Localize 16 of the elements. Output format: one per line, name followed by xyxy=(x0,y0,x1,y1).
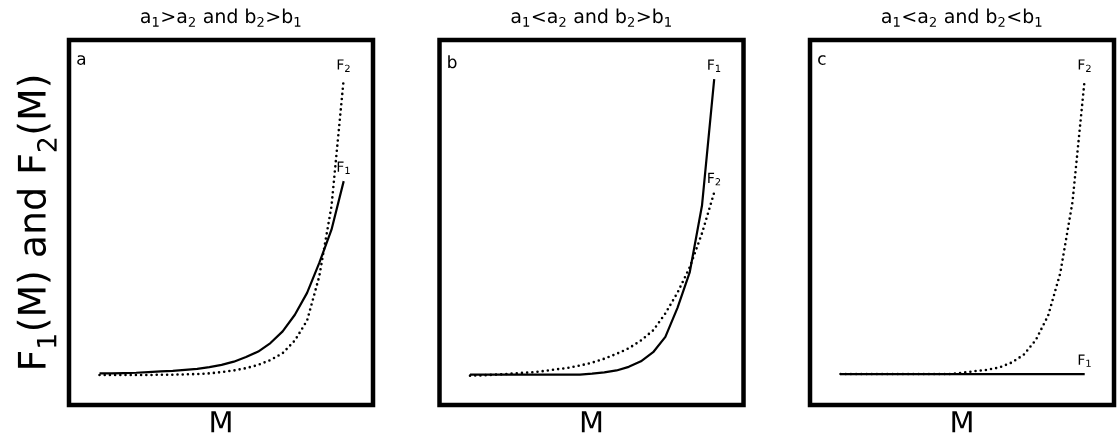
x-axis-title: M xyxy=(581,411,602,433)
x-axis-title: M xyxy=(211,411,231,433)
series-label: F$_{1}$ xyxy=(1078,354,1091,367)
series-label: F$_{2}$ xyxy=(708,172,721,186)
series-label: F$_{2}$ xyxy=(1078,59,1091,72)
series-label: F$_{1}$ xyxy=(708,59,721,72)
text: a xyxy=(77,55,86,65)
text: b xyxy=(448,55,457,69)
y-axis-title: F$_{1}$(M) and F$_{2}$(M) xyxy=(16,76,57,368)
chart-title: a$_{1}$<a$_{2}$ and b$_{2}$<b$_{1}$ xyxy=(882,8,1042,27)
chart-title: a$_{1}$<a$_{2}$ and b$_{2}$>b$_{1}$ xyxy=(511,8,671,27)
text: c xyxy=(818,55,826,65)
series-label: F$_{2}$ xyxy=(337,59,350,72)
x-axis-title: M xyxy=(952,411,972,433)
chart-title: a$_{1}$>a$_{2}$ and b$_{2}$>b$_{1}$ xyxy=(140,8,301,27)
series-label: F$_{1}$ xyxy=(337,161,350,174)
